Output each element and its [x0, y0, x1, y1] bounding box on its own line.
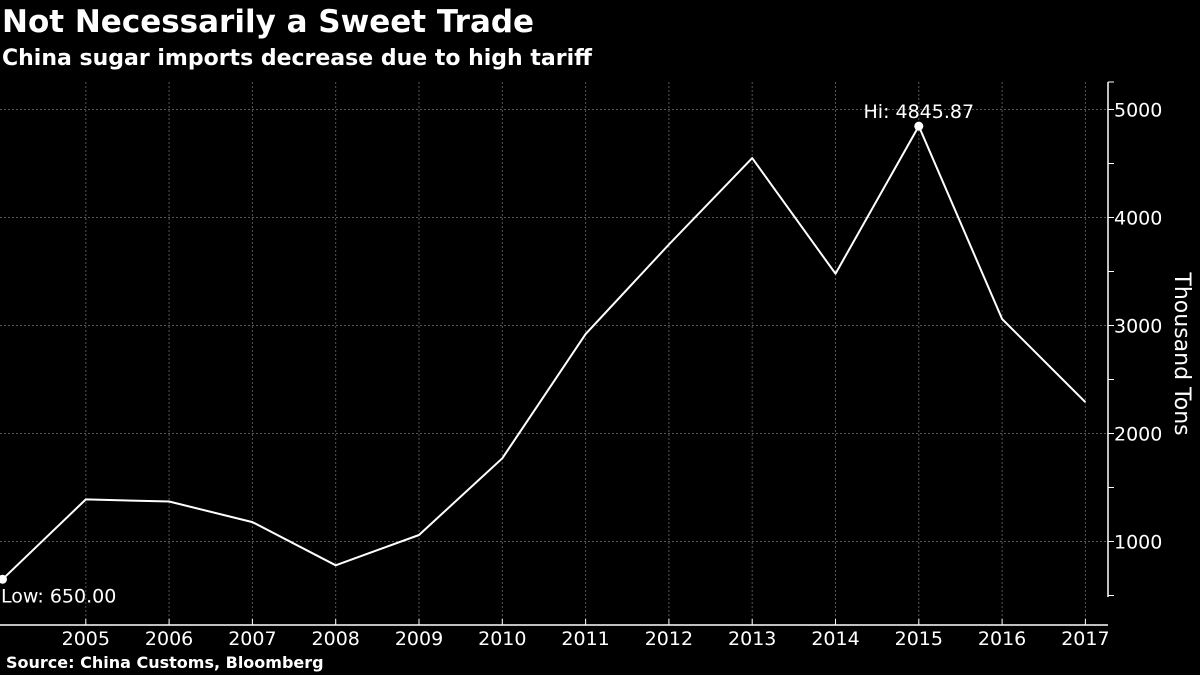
x-tick-label: 2015 [895, 628, 943, 650]
y-tick-label: 2000 [1114, 424, 1162, 446]
x-tick-label: 2010 [478, 628, 526, 650]
x-tick-label: 2006 [145, 628, 193, 650]
source-note: Source: China Customs, Bloomberg [6, 653, 324, 672]
chart-labels: 1000 2000 3000 4000 5000 2005 2006 2007 2008 2009… [1, 100, 1194, 651]
x-tick-label: 2014 [811, 628, 859, 650]
x-tick-label: 2013 [728, 628, 776, 650]
x-tick-label: 2012 [645, 628, 693, 650]
x-tick-label: 2016 [978, 628, 1026, 650]
high-point-label: Hi: 4845.87 [864, 101, 975, 123]
x-tick-label: 2011 [561, 628, 609, 650]
y-tick-label: 3000 [1114, 316, 1162, 338]
axes [0, 81, 1114, 626]
x-tick-label: 2007 [228, 628, 276, 650]
x-tick-label: 2017 [1061, 628, 1109, 650]
series-line [1, 125, 1087, 581]
x-tick-label: 2005 [62, 628, 110, 650]
y-axis-label: Thousand Tons [1169, 271, 1194, 435]
chart-subtitle: China sugar imports decrease due to high… [2, 46, 592, 71]
data-series [0, 121, 1087, 584]
grid-lines [0, 82, 1108, 625]
low-point-marker [0, 574, 7, 584]
x-tick-label: 2009 [395, 628, 443, 650]
chart-title: Not Necessarily a Sweet Trade [2, 4, 535, 40]
high-point-marker [914, 121, 924, 131]
low-point-label: Low: 650.00 [1, 585, 116, 607]
y-tick-label: 5000 [1114, 100, 1162, 122]
y-tick-label: 4000 [1114, 208, 1162, 230]
x-tick-label: 2008 [312, 628, 360, 650]
y-tick-label: 1000 [1114, 532, 1162, 554]
